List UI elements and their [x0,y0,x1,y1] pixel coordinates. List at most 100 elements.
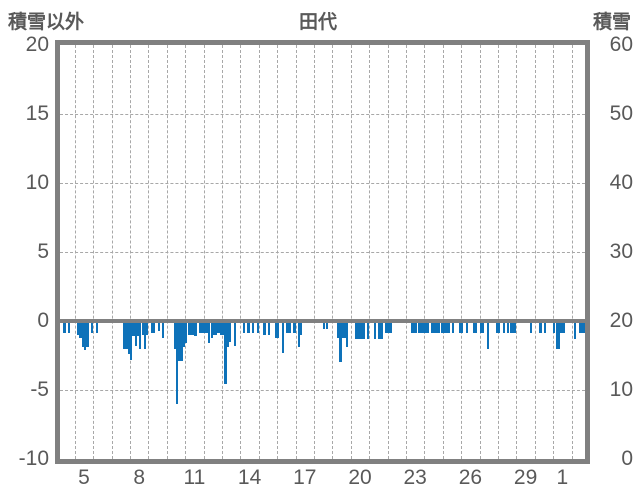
bar [268,321,271,335]
bar [502,321,505,334]
bar [553,321,556,334]
bar [182,321,186,348]
bar [157,321,160,331]
right-axis-title: 積雪 [592,12,631,33]
bar [514,321,517,334]
bar [426,321,429,334]
bar [210,321,213,338]
bar [205,321,209,334]
left-axis-tick-label: 10 [25,171,49,194]
bar [433,321,436,334]
bar [217,321,220,334]
value-gridline [60,183,585,184]
bar [583,321,585,334]
bar [212,321,216,335]
bar [95,321,98,334]
bar [486,321,489,349]
bar [143,321,147,349]
zero-line [60,319,585,323]
bar [251,321,255,334]
bar [458,321,462,334]
bar [274,321,278,338]
bar [139,321,142,349]
bar [123,321,126,349]
bar [507,321,510,334]
bar [560,321,563,334]
bar [378,321,381,339]
x-axis-tick-label: 1 [556,466,569,489]
right-axis-tick-label: 30 [609,240,633,263]
bar [185,321,188,344]
bar [360,321,363,339]
bar [263,321,266,335]
bar [438,321,441,334]
bar [385,321,388,334]
left-axis-tick-label: 0 [37,309,49,332]
bar [475,321,478,334]
bar [422,321,425,334]
bar [84,321,87,350]
bar [509,321,512,334]
bar [373,321,377,339]
bar [431,321,434,334]
left-axis-title: 積雪以外 [8,12,85,33]
bar [256,321,259,334]
bar [81,321,84,348]
right-axis-tick-label: 50 [609,102,633,125]
bar [461,321,464,334]
bar [297,321,301,348]
right-axis-tick-label: 40 [609,171,633,194]
bar [389,321,393,334]
bar [325,321,328,330]
bar [410,321,413,334]
bar [293,321,296,334]
bar [222,321,225,335]
x-axis-tick-label: 14 [237,466,262,489]
bar [346,321,349,348]
bar [380,321,383,339]
bar [357,321,360,339]
bar [417,321,420,334]
bar [125,321,128,349]
bar [419,321,423,334]
bar [452,321,455,334]
x-axis-tick-label: 5 [78,466,90,489]
right-axis-tick-label: 20 [609,309,633,332]
x-axis-tick-label: 11 [183,466,206,489]
bar [90,321,94,334]
bar [539,321,542,334]
bar [130,321,133,360]
bar [498,321,501,334]
bar [201,321,204,334]
bar [442,321,446,334]
bar [208,321,211,344]
plot-area [55,40,590,464]
bar [573,321,577,339]
bar [215,321,218,335]
x-axis-tick-label: 8 [133,466,146,489]
bar [435,321,439,334]
bar [544,321,547,334]
bar [189,321,193,335]
bar [247,321,250,334]
bar [67,321,71,334]
bar [180,321,183,362]
bar [341,321,344,338]
bar [562,321,565,334]
bar [323,321,326,330]
bar [153,321,156,334]
bar [424,321,427,334]
bar [288,321,291,334]
value-gridline [60,252,585,253]
bar [176,321,179,404]
bar [578,321,581,334]
bar [281,321,285,353]
bar [187,321,190,335]
bar [300,321,303,335]
bar [355,321,358,339]
bar [343,321,347,338]
bar [337,321,340,338]
bar [146,321,149,335]
bar [134,321,137,346]
bar [178,321,181,362]
